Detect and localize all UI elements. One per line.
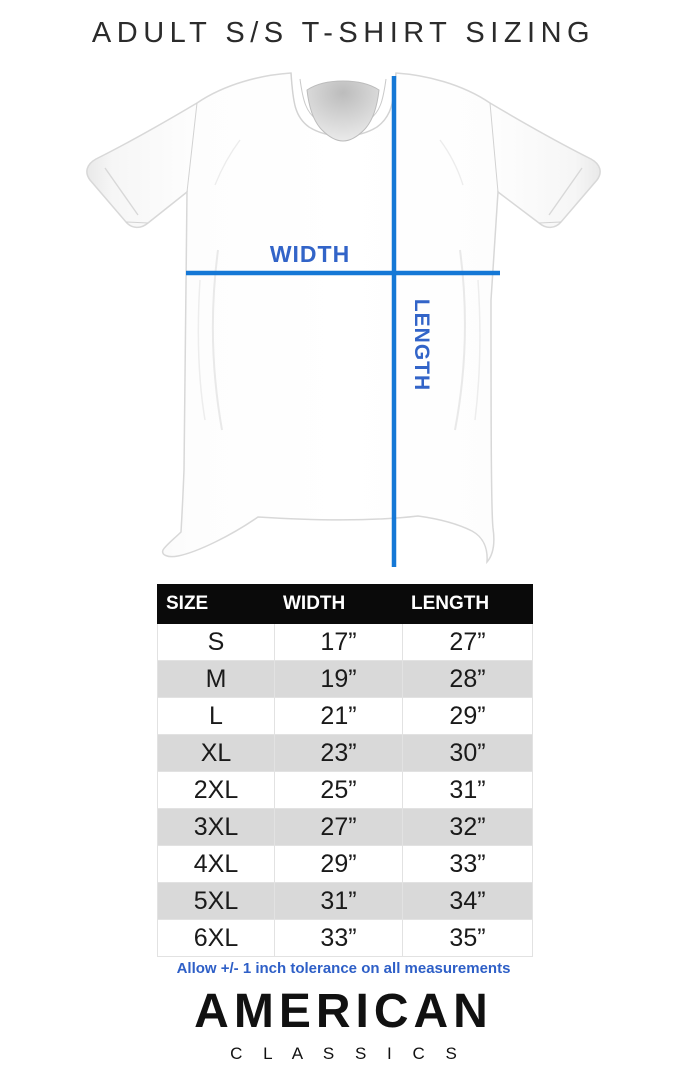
svg-text:WIDTH: WIDTH: [270, 241, 350, 267]
svg-text:LENGTH: LENGTH: [410, 299, 433, 391]
